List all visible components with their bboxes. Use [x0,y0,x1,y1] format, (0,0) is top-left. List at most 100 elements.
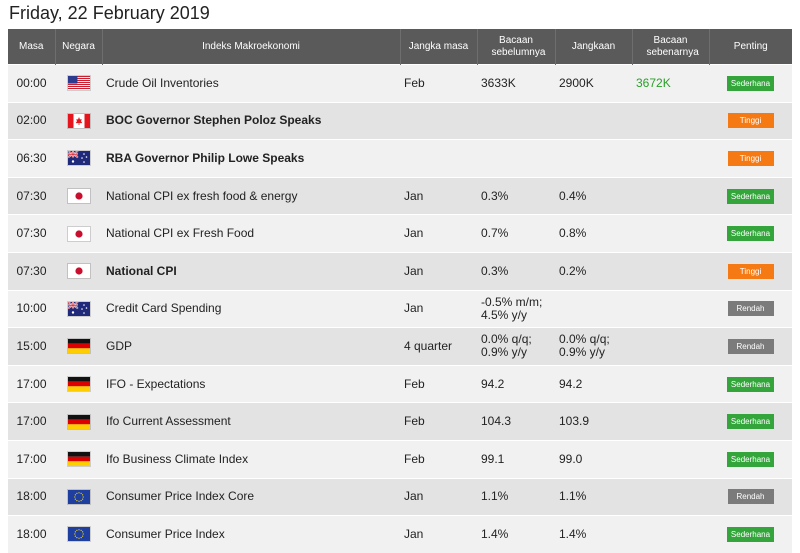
importance-badge: Rendah [727,338,774,354]
table-row[interactable]: 06:30 RBA Governor Philip Lowe Speaks Ting… [8,139,792,178]
jp-flag-icon [67,264,90,279]
cell-forecast: 0.0% q/q; 0.9% y/y [555,327,632,366]
table-row[interactable]: 07:30 National CPI ex Fresh Food Jan 0.7% 0.… [8,214,792,253]
cell-period: Jan [400,176,477,215]
cell-period [400,101,477,140]
cell-event[interactable]: RBA Governor Philip Lowe Speaks [102,139,400,178]
col-header-period[interactable]: Jangka masa [400,29,478,65]
cell-time: 07:30 [8,214,55,253]
cell-time: 07:30 [8,251,55,291]
table-row[interactable]: 02:00 BOC Governor Stephen Poloz Speaks Ti… [8,101,792,140]
cell-event[interactable]: Credit Card Spending [102,289,400,328]
table-header-row: Masa Negara Indeks Makroekonomi Jangka m… [8,29,792,65]
table-row[interactable]: 07:30 National CPI ex fresh food & energy… [8,176,792,215]
cell-previous: 1.4% [477,515,555,553]
table-row[interactable]: 10:00 Credit Card Spending Jan -0.5% m/m; 4.… [8,289,792,328]
col-header-forecast[interactable]: Jangkaan [555,29,633,65]
table-row[interactable]: 17:00 Ifo Business Climate Index Feb 99.1 99… [8,439,792,479]
cell-time: 18:00 [8,515,55,553]
cell-forecast: 0.2% [555,251,632,291]
cell-event[interactable]: National CPI [102,251,400,291]
table-row[interactable]: 17:00 IFO - Expectations Feb 94.2 94.2 Sederh… [8,364,792,403]
cell-actual: 3672K [632,64,709,103]
cell-event[interactable]: National CPI ex fresh food & energy [102,176,400,215]
cell-forecast [555,289,632,328]
cell-previous [477,101,555,140]
cell-actual [632,289,709,328]
col-header-time[interactable]: Masa [8,29,56,65]
cell-period: Feb [400,364,477,403]
table-row[interactable]: 17:00 Ifo Current Assessment Feb 104.3 103.9… [8,402,792,441]
cell-event[interactable]: National CPI ex Fresh Food [102,214,400,253]
cell-line: 0.9% y/y [559,345,606,360]
cell-line: 0.9% y/y [481,345,528,360]
cell-forecast [555,139,632,178]
cell-forecast: 0.4% [555,176,632,215]
cell-event[interactable]: Ifo Current Assessment [102,402,400,441]
cell-country [55,176,102,215]
cell-time: 10:00 [8,289,55,328]
cell-country [55,327,102,366]
cell-period: Jan [400,289,477,328]
col-header-country[interactable]: Negara [55,29,103,65]
cell-event[interactable]: GDP [102,327,400,366]
cell-period [400,139,477,178]
cell-forecast: 2900K [555,64,632,103]
cell-forecast: 0.8% [555,214,632,253]
col-header-event[interactable]: Indeks Makroekonomi [102,29,401,65]
cell-actual [632,176,709,215]
cell-country [55,439,102,479]
importance-badge: Tinggi [727,263,774,279]
cell-time: 17:00 [8,364,55,403]
cell-period: Jan [400,477,477,516]
cell-previous: 3633K [477,64,555,103]
importance-badge: Rendah [727,489,774,505]
cell-previous: -0.5% m/m; 4.5% y/y [477,289,555,328]
cell-actual [632,364,709,403]
cell-event[interactable]: Crude Oil Inventories [102,64,400,103]
cell-importance: Sederhana [709,515,792,553]
cell-forecast: 94.2 [555,364,632,403]
cell-event[interactable]: Consumer Price Index Core [102,477,400,516]
cell-time: 00:00 [8,64,55,103]
cell-time: 18:00 [8,477,55,516]
cell-forecast [555,101,632,140]
importance-badge: Sederhana [726,226,775,242]
cell-previous: 0.0% q/q; 0.9% y/y [477,327,555,366]
table-row[interactable]: 07:30 National CPI Jan 0.3% 0.2% Tinggi [8,251,792,291]
cell-actual [632,515,709,553]
col-header-actual[interactable]: Bacaan sebenarnya [632,29,710,65]
cell-actual [632,101,709,140]
cell-event[interactable]: IFO - Expectations [102,364,400,403]
cell-time: 06:30 [8,139,55,178]
cell-event[interactable]: Ifo Business Climate Index [102,439,400,479]
table-row[interactable]: 18:00 Consumer Price Index Jan 1.4% 1.4% Sede… [8,515,792,553]
cell-event[interactable]: BOC Governor Stephen Poloz Speaks [102,101,400,140]
ca-flag-icon [67,113,90,128]
table-row[interactable]: 15:00 GDP 4 quarter 0.0% q/q; 0.9% y/y 0.0% q… [8,327,792,366]
cell-period: 4 quarter [400,327,477,366]
cell-actual [632,402,709,441]
cell-time: 07:30 [8,176,55,215]
cell-importance: Sederhana [709,364,792,403]
cell-importance: Rendah [709,289,792,328]
table-row[interactable]: 18:00 Consumer Price Index Core Jan 1.1% 1.1… [8,477,792,516]
table-row[interactable]: 00:00 Crude Oil Inventories Feb 3633K 2900K 3… [8,64,792,103]
importance-badge: Tinggi [727,113,774,129]
importance-badge: Sederhana [726,376,775,392]
importance-badge: Rendah [727,301,774,317]
col-header-importance[interactable]: Penting [709,29,792,65]
cell-importance: Rendah [709,477,792,516]
cell-line: 0.0% q/q; [559,332,610,347]
col-header-previous[interactable]: Bacaan sebelumnya [477,29,556,65]
cell-event[interactable]: Consumer Price Index [102,515,400,553]
cell-period: Jan [400,515,477,553]
cell-importance: Sederhana [709,176,792,215]
cell-country [55,477,102,516]
cell-country [55,364,102,403]
cell-period: Jan [400,214,477,253]
cell-previous: 99.1 [477,439,555,479]
cell-country [55,139,102,178]
de-flag-icon [67,452,90,467]
cell-period: Jan [400,251,477,291]
